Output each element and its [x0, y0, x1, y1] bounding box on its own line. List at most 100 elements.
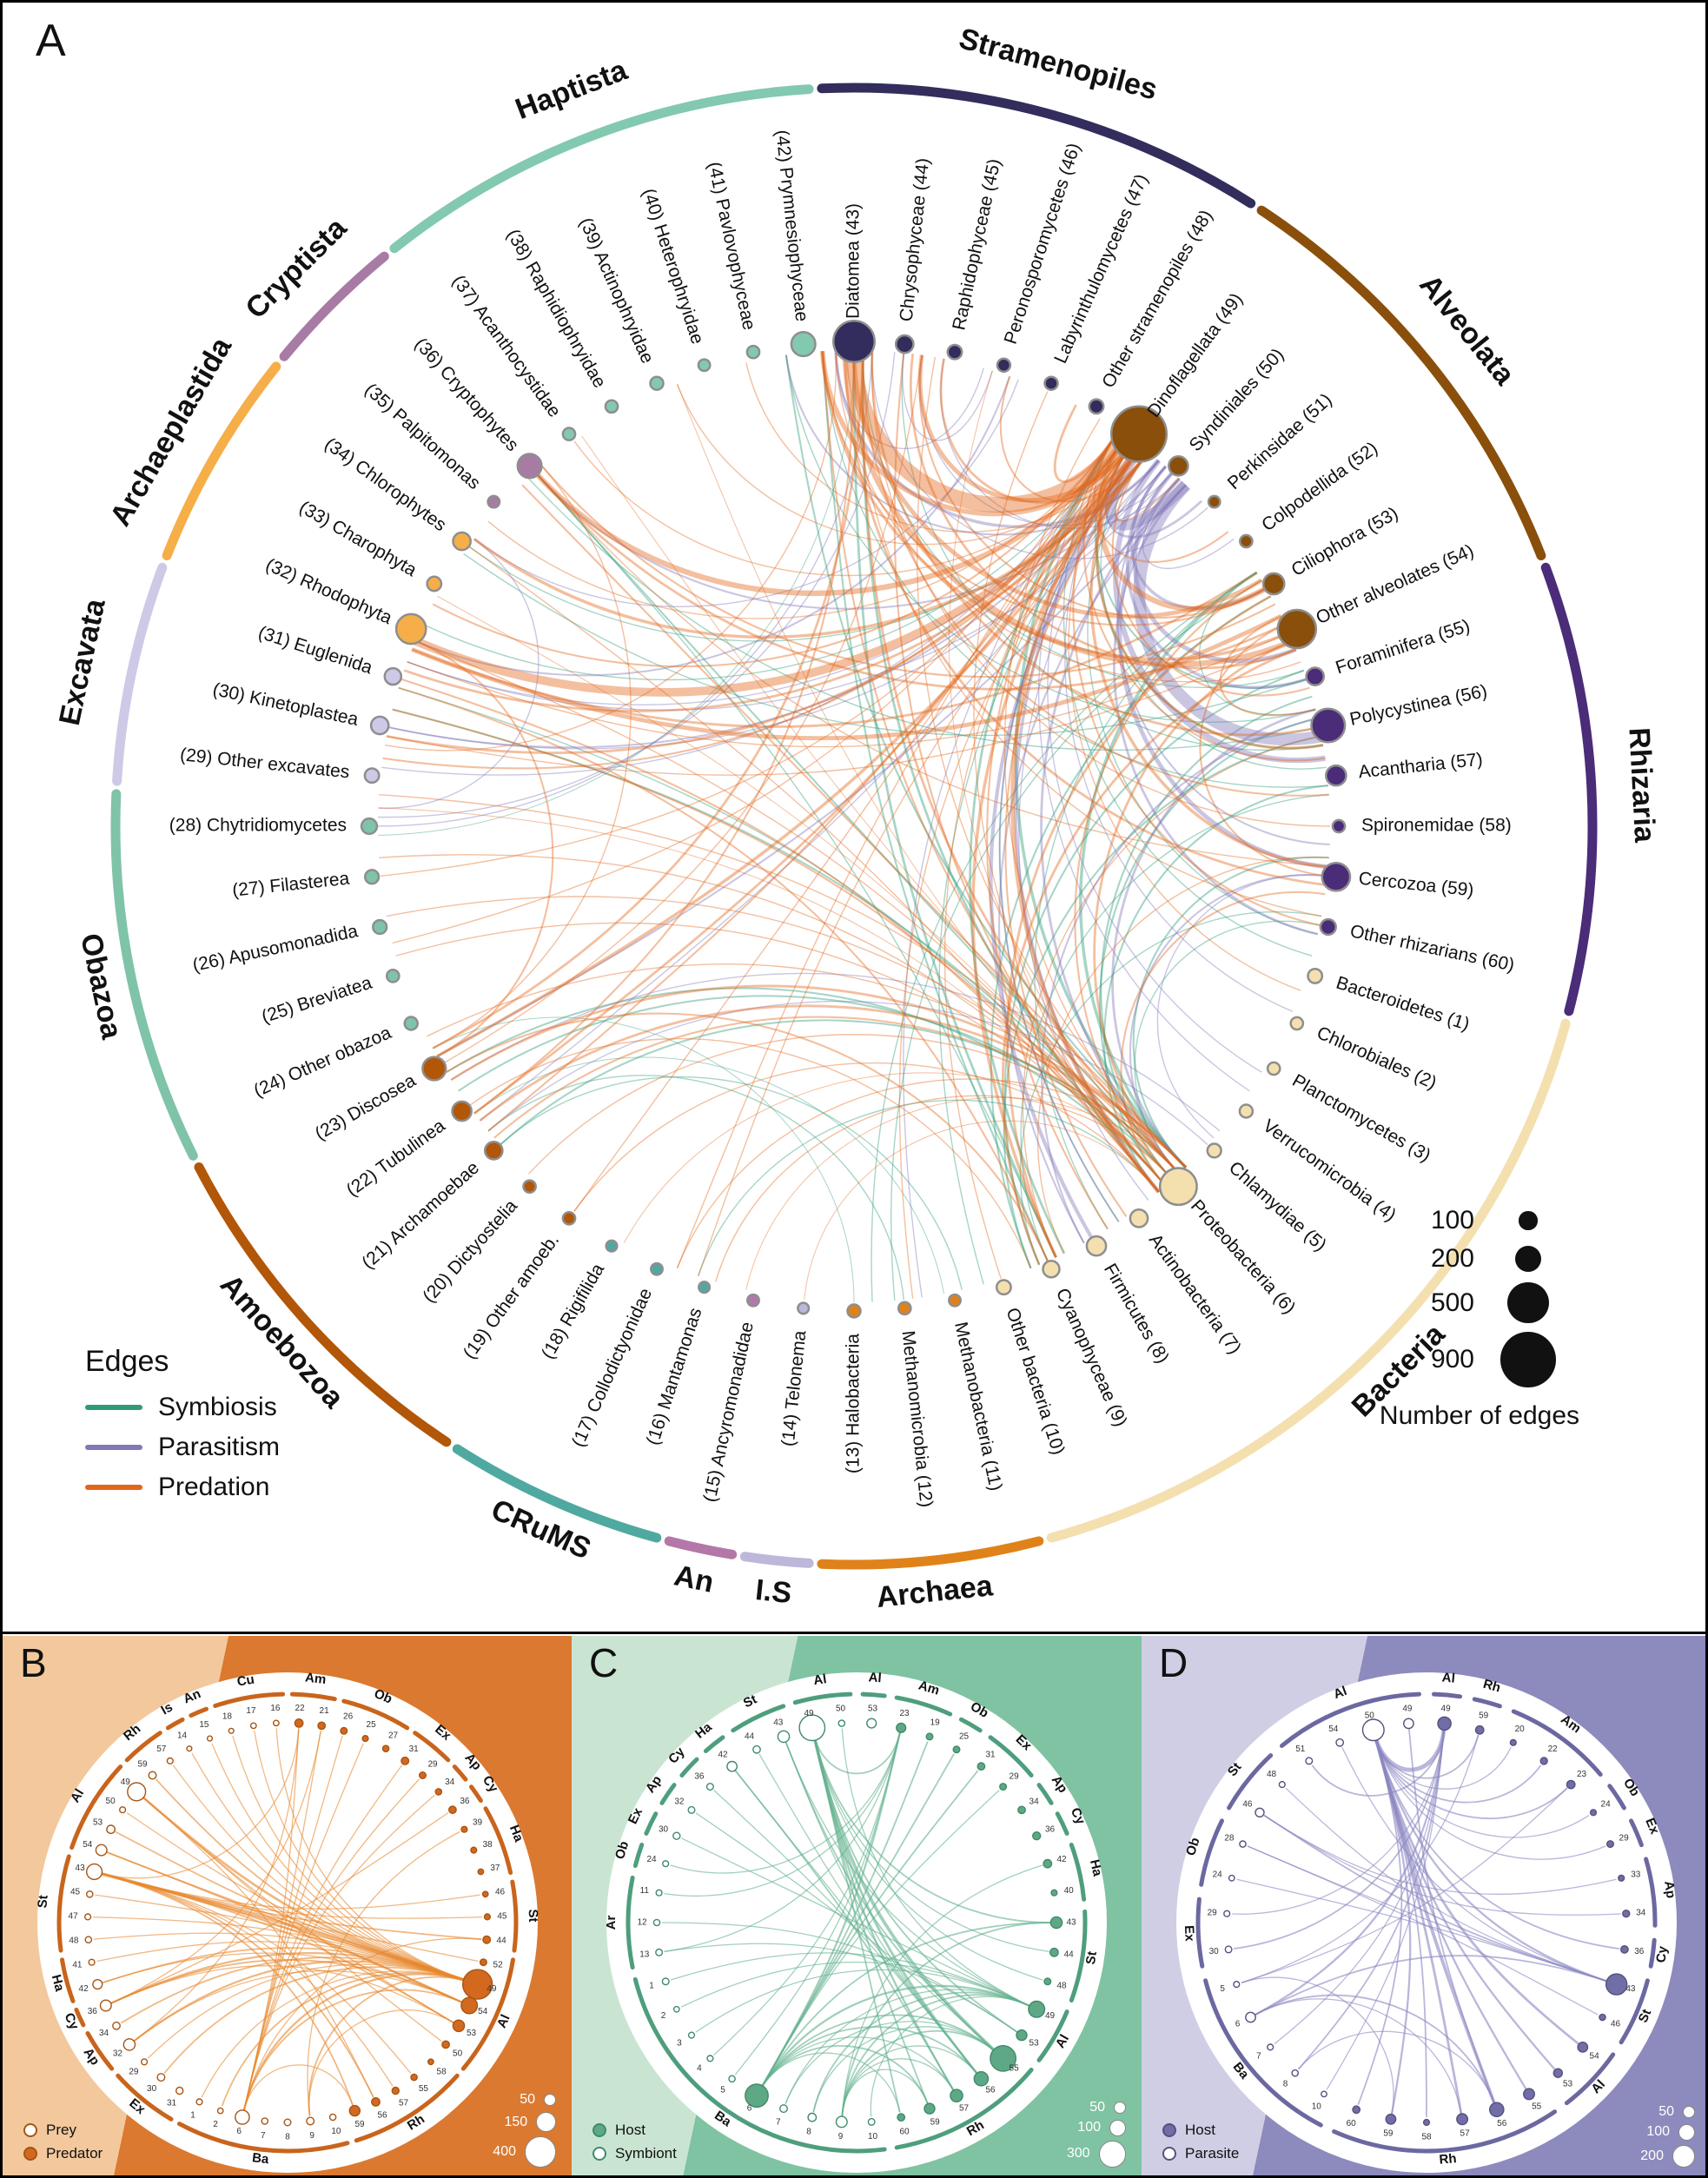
mini-group-arc-Ap — [1036, 1783, 1054, 1805]
mini-group-arc-Al — [1432, 1691, 1463, 1699]
mini-node-55 — [1523, 2088, 1536, 2101]
mini-node-33 — [1618, 1874, 1625, 1882]
mini-group-arc-Al — [792, 1691, 853, 1705]
taxon-node-16 — [698, 1281, 712, 1294]
mini-group-label-An: An — [182, 1686, 203, 1706]
mini-group-label-Am: Am — [917, 1678, 941, 1698]
mini-node-number: 23 — [899, 1709, 910, 1718]
mini-node-number: 57 — [156, 1744, 167, 1754]
taxon-label-55: Foraminifera (55) — [1334, 616, 1473, 679]
mini-node-12 — [652, 1918, 661, 1927]
mini-node-42 — [92, 1979, 103, 1990]
mini-node-number: 21 — [320, 1706, 330, 1716]
panel-d-chord-chart: Al RhAmObExApCyStAlRhBaExObStAl4959202223… — [1176, 1670, 1678, 2173]
taxon-label-41: (41) Pavlovophyceae — [704, 160, 759, 332]
mini-group-arc-Cy — [1055, 1811, 1069, 1836]
mini-node-31 — [976, 1762, 986, 1771]
mini-node-15 — [206, 1735, 214, 1742]
taxon-label-23: (23) Discosea — [312, 1070, 420, 1144]
mini-group-label-Cy: Cy — [61, 2010, 82, 2032]
mini-group-label-St: St — [1083, 1950, 1100, 1965]
mini-node-number: 60 — [899, 2127, 910, 2136]
mini-node-28 — [1239, 1840, 1247, 1848]
size-circle — [536, 2112, 556, 2132]
mini-group-label-St: St — [1636, 2007, 1655, 2024]
mini-node-number: 50 — [1365, 1711, 1375, 1721]
mini-node-29 — [1606, 1840, 1615, 1849]
mini-group-label-Am: Am — [304, 1671, 327, 1688]
mini-group-arc-Am — [894, 1695, 953, 1717]
mini-node-number: 5 — [1220, 1984, 1225, 1994]
mini-node-7 — [261, 2117, 269, 2125]
taxon-node-25 — [385, 969, 401, 983]
host-legend-item: Host — [1162, 2122, 1239, 2139]
mini-node-25 — [952, 1745, 961, 1754]
mini-group-arc-Rh — [354, 2073, 460, 2143]
mini-group-arc-Ob — [1199, 1818, 1224, 1887]
mini-node-44 — [482, 1935, 492, 1944]
mini-node-34 — [1017, 1805, 1026, 1815]
parasite-legend-item: Parasite — [1162, 2145, 1239, 2162]
taxon-node-27 — [363, 869, 381, 885]
supergroup-label-Archaeplastida: Archaeplastida — [103, 331, 238, 532]
supergroup-label-I.S: I.S — [754, 1573, 793, 1610]
mini-node-34 — [1622, 1910, 1631, 1918]
size-circle-500 — [1507, 1282, 1549, 1324]
mini-node-number: 54 — [83, 1840, 93, 1850]
taxon-node-49 — [1109, 405, 1168, 463]
parasitism-line-swatch — [85, 1445, 142, 1450]
mini-node-number: 55 — [1010, 2064, 1020, 2074]
size-row-100: 100 — [1345, 1206, 1614, 1235]
mini-node-number: 20 — [1515, 1725, 1526, 1734]
mini-node-26 — [340, 1726, 348, 1735]
symbiont-legend-item: Symbiont — [593, 2145, 677, 2162]
taxon-node-47 — [1043, 375, 1059, 391]
mini-group-arc-Ap — [85, 2031, 115, 2071]
mini-node-number: 36 — [1634, 1947, 1645, 1956]
mini-node-34 — [112, 2021, 121, 2030]
mini-node-number: 40 — [1064, 1886, 1075, 1896]
mini-node-number: 53 — [1029, 2039, 1040, 2049]
mini-group-label-St: St — [741, 1692, 759, 1711]
mini-group-arc-Ex — [116, 2073, 174, 2122]
host-circle-icon — [593, 2123, 606, 2137]
mini-node-24 — [1589, 1809, 1598, 1817]
mini-node-number: 59 — [354, 2120, 365, 2129]
taxon-node-58 — [1331, 818, 1347, 834]
taxon-node-24 — [403, 1016, 419, 1031]
mini-node-49 — [1028, 2000, 1046, 2018]
symbiont-circle-icon — [593, 2147, 606, 2161]
supergroup-arc-Rhizaria — [1540, 562, 1598, 1016]
mini-node-49 — [798, 1714, 826, 1742]
mini-node-59 — [1474, 1725, 1485, 1735]
mini-node-4 — [706, 2055, 714, 2062]
size-row: 100 — [1067, 2119, 1126, 2136]
mini-group-label-Ha: Ha — [1087, 1858, 1105, 1878]
mini-group-arc-Al — [860, 1691, 887, 1698]
mini-node-9 — [306, 2116, 315, 2126]
taxon-label-25: (25) Breviatea — [259, 973, 374, 1028]
mini-node-48 — [84, 1936, 93, 1944]
taxon-label-13: (13) Halobacteria — [844, 1334, 864, 1473]
mini-group-label-Ha: Ha — [49, 1973, 67, 1993]
taxon-node-18 — [605, 1239, 619, 1253]
mini-node-number: 42 — [79, 1984, 89, 1994]
node-size-legend: 100 200 500 900 Number of edges — [1345, 1206, 1614, 1431]
supergroup-label-Cryptista: Cryptista — [239, 211, 354, 326]
size-value: 200 — [1640, 2148, 1664, 2163]
mini-group-label-Al: Al — [1332, 1684, 1349, 1702]
mini-group-label-Al: Al — [1441, 1670, 1455, 1685]
mini-node-60 — [897, 2113, 906, 2122]
mini-group-arc-Rh — [1472, 1697, 1502, 1709]
panel-b-chord-chart: AmObExApCyHaStAlRhBaExApCyHaStAlRhIsAnCu… — [35, 1671, 540, 2173]
mini-group-label-Ex: Ex — [626, 1805, 646, 1826]
taxon-label-44: Chrysophyceae (44) — [897, 157, 934, 322]
taxon-node-39 — [649, 375, 665, 391]
mini-node-number: 49 — [1441, 1705, 1452, 1714]
taxon-node-51 — [1207, 494, 1221, 509]
predator-legend-item: Predator — [23, 2145, 103, 2162]
mini-node-number: 55 — [1532, 2102, 1542, 2112]
taxon-node-36 — [516, 453, 543, 480]
size-row: 400 — [493, 2136, 556, 2168]
mini-node-number: 7 — [1256, 2052, 1261, 2062]
